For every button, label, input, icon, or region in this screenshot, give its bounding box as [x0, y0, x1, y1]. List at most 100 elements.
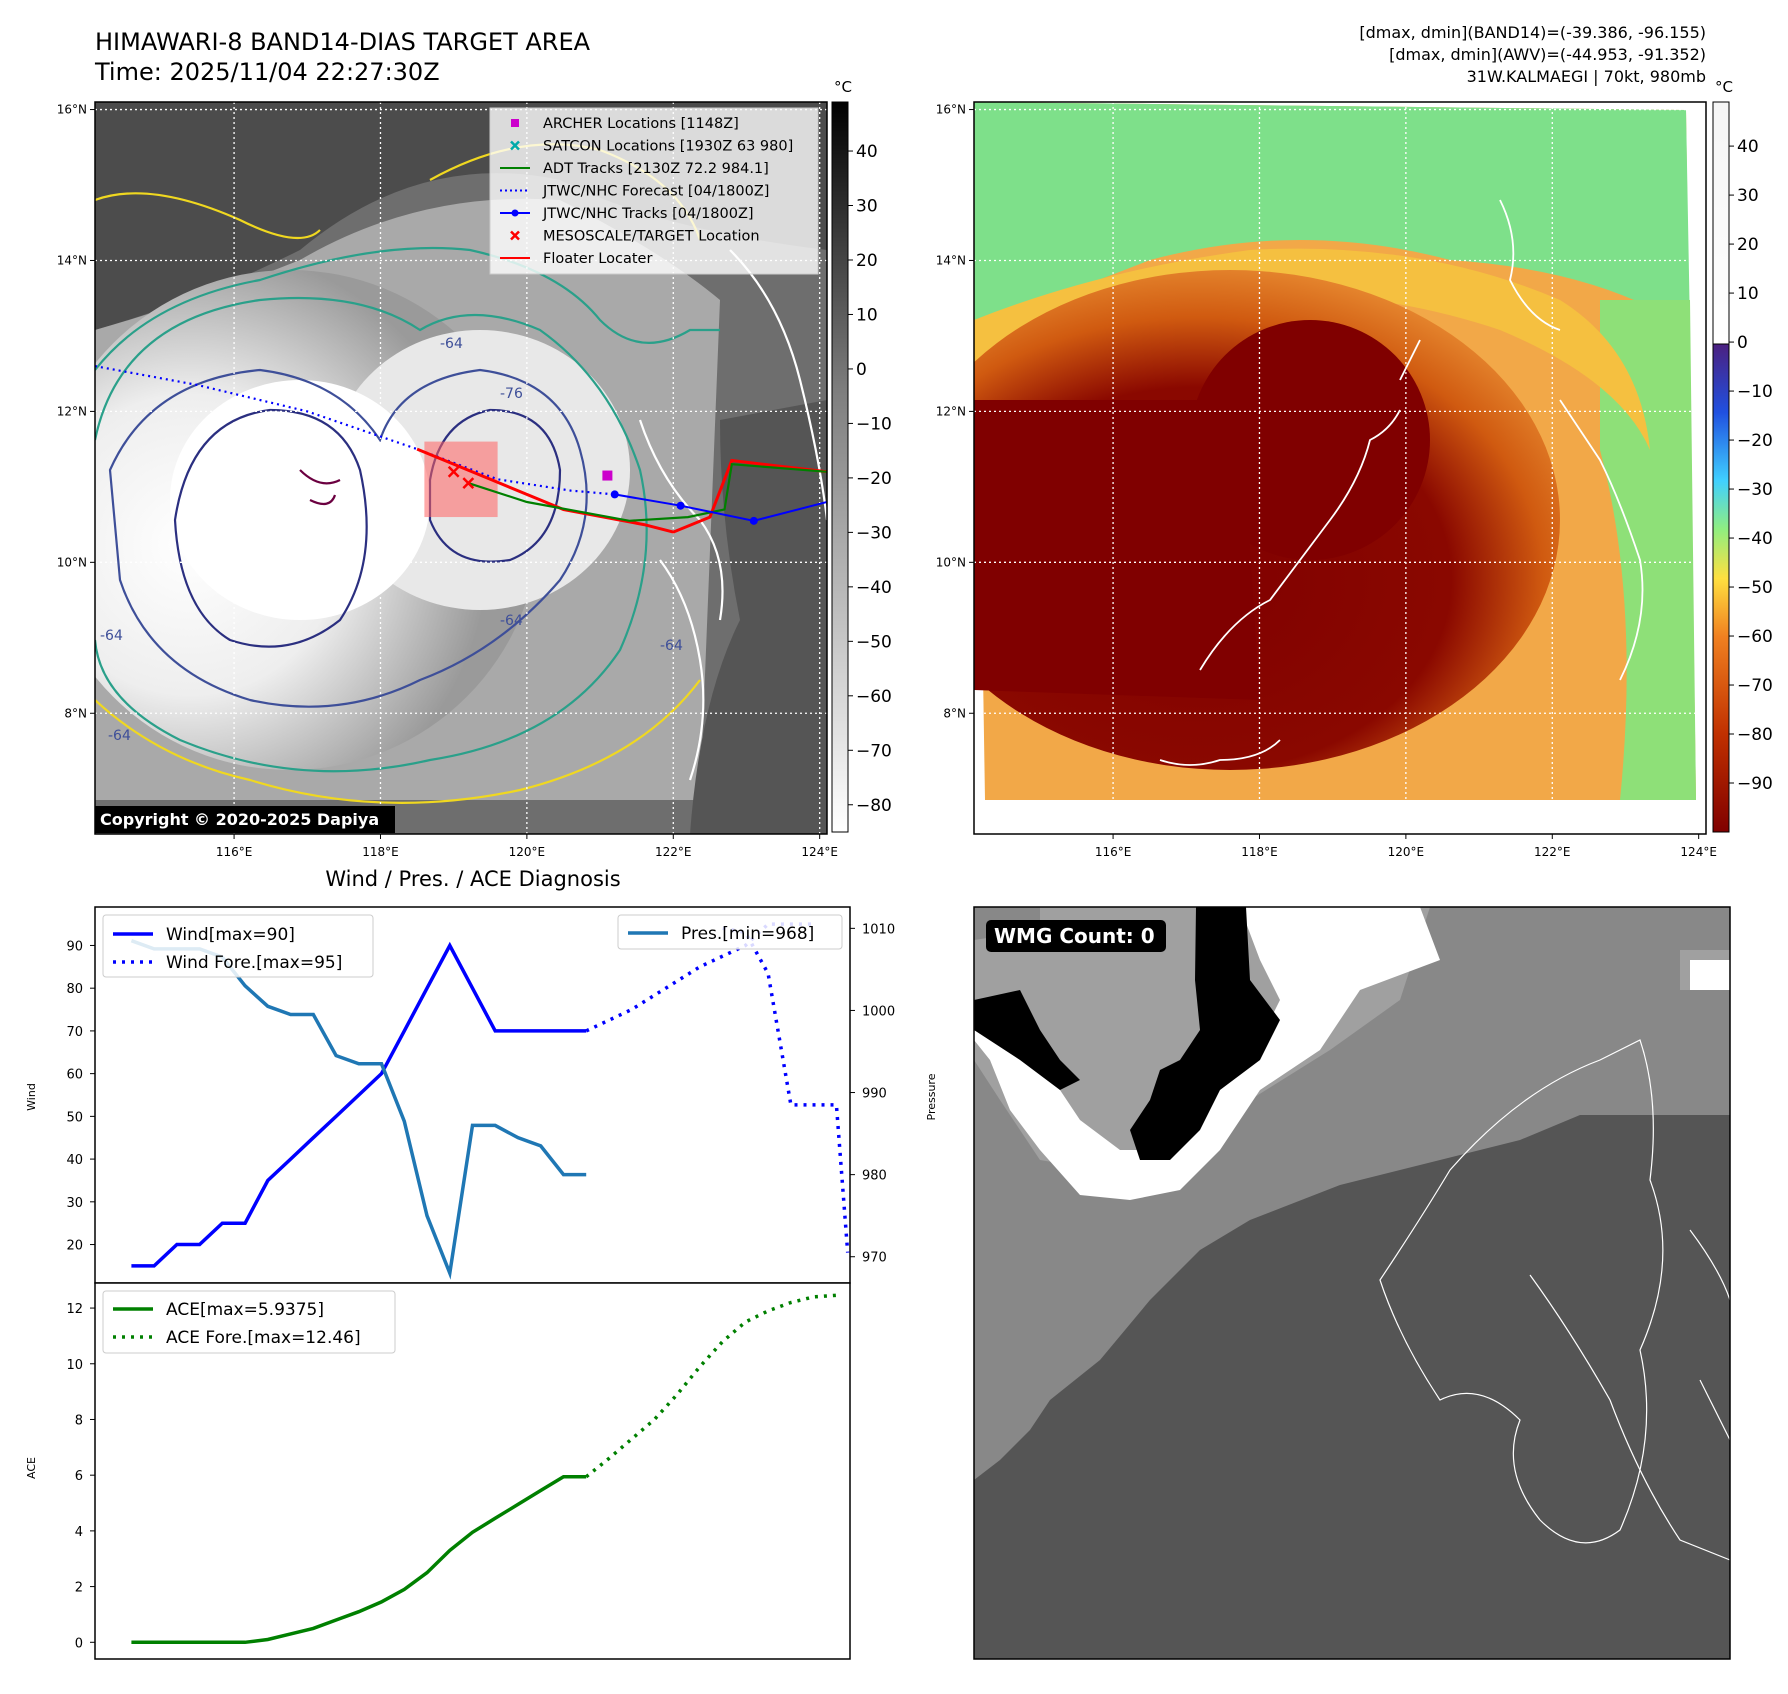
wind-tick-label: 40: [66, 1153, 83, 1168]
ace-legend: ACE[max=5.9375] ACE Fore.[max=12.46]: [102, 1290, 396, 1354]
colorbar_left-tick-label: 0: [856, 360, 867, 380]
pressure-legend: Pres.[min=968]: [617, 914, 843, 950]
legend-label: ADT Tracks [2130Z 72.2 984.1]: [543, 161, 769, 177]
ace-tick-label: 2: [75, 1581, 83, 1596]
ir-map-ticks: 16°N 14°N 12°N 10°N 8°N 116°E 118°E 120°E 122°E 1…: [57, 103, 838, 859]
wmg-white-band: [974, 907, 1440, 1200]
contour-label-5: -64: [100, 628, 123, 644]
diagnosis-title: Wind / Pres. / ACE Diagnosis: [325, 867, 620, 891]
ace-tick-label: 8: [75, 1413, 83, 1428]
colorbar_right-tick-label: 40: [1737, 137, 1759, 157]
contour-label-6: -64: [108, 728, 131, 744]
colorbar_left-tick-label: −80: [856, 796, 892, 816]
stats-awv: [dmax, dmin](AWV)=(-44.953, -91.352): [1389, 45, 1706, 64]
awv-coastlines: [1159, 199, 1644, 766]
ir-lat-label: 8°N: [64, 706, 87, 720]
awv-map: [974, 102, 1706, 834]
awv-lon-label: 120°E: [1388, 845, 1425, 859]
ir-lat-label: 10°N: [57, 555, 87, 569]
wind-tick-label: 80: [66, 982, 83, 997]
colorbar_left-tick-label: −60: [856, 687, 892, 707]
awv-colorbar: °C 40 30 20 10 0 −10 −20 −30 −40 −50 −60 −70 −80 −90: [1712, 78, 1773, 833]
awv-lat-label: 16°N: [936, 103, 966, 117]
wind-series-line: [131, 941, 587, 1268]
colorbar_left-tick-label: −70: [856, 741, 892, 761]
awv-colorbar-top: [1712, 101, 1730, 345]
ir-lat-label: 14°N: [57, 253, 87, 267]
ir-gridlines: [95, 102, 827, 834]
colorbar_right-tick-label: −70: [1737, 676, 1773, 696]
pressure-tick-label: 970: [862, 1251, 887, 1266]
awv-colorbar-unit: °C: [1715, 78, 1733, 96]
wind-chart-ticks: 90 80 70 60 50 40 30 20 1010 1000 990 980 970: [66, 922, 895, 1265]
awv-lon-label: 118°E: [1241, 845, 1278, 859]
colorbar_right-tick-label: −80: [1737, 725, 1773, 745]
colorbar_right-tick-label: 0: [1737, 333, 1748, 353]
awv-lat-label: 14°N: [936, 253, 966, 267]
awv-green-east: [1600, 300, 1696, 800]
ace-axis-label: ACE: [25, 1457, 38, 1479]
ir-lat-label: 12°N: [57, 404, 87, 418]
awv-map-frame: [973, 101, 1707, 835]
ir-lon-label: 120°E: [509, 845, 546, 859]
ace-forecast-line: [585, 1293, 837, 1479]
wind-tick-label: 30: [66, 1196, 83, 1211]
colorbar_right-tick-label: −30: [1737, 480, 1773, 500]
ir-contours: [95, 143, 827, 804]
wind-tick-label: 60: [66, 1068, 83, 1083]
legend-label: ARCHER Locations [1148Z]: [543, 116, 739, 132]
wind-legend: Wind[max=90] Wind Fore.[max=95]: [102, 914, 374, 978]
colorbar_right-tick-label: −40: [1737, 529, 1773, 549]
colorbar_right-tick-label: 20: [1737, 235, 1759, 255]
ir-lon-label: 118°E: [362, 845, 399, 859]
ir-colorbar: °C 40 30 20 10 0 −10 −20 −30 −40 −50 −60 −70 −80: [831, 78, 892, 833]
colorbar_right-tick-label: −90: [1737, 774, 1773, 794]
jtwc-track-line: [614, 493, 827, 522]
colorbar_right-tick-label: 30: [1737, 186, 1759, 206]
legend-symbol-archer: [511, 119, 519, 127]
wmg-frame: [973, 906, 1731, 1660]
colorbar_right-tick-label: −50: [1737, 578, 1773, 598]
jtwc-track-point: [676, 501, 685, 510]
colorbar_left-tick-label: 10: [856, 305, 878, 325]
wind-legend-box: [102, 914, 374, 978]
wind-tick-label: 20: [66, 1239, 83, 1254]
stats-band14: [dmax, dmin](BAND14)=(-39.386, -96.155): [1359, 23, 1706, 42]
awv-lat-label: 12°N: [936, 404, 966, 418]
awv-core-central: [1190, 320, 1430, 560]
legend-label: SATCON Locations [1930Z 63 980]: [543, 139, 793, 155]
awv-lon-label: 116°E: [1095, 845, 1132, 859]
wind-fore-legend-label: Wind Fore.[max=95]: [166, 953, 342, 973]
wmg-white-patch: [1690, 960, 1730, 990]
colorbar_left-tick-label: 20: [856, 251, 878, 271]
ace-series-line: [131, 1475, 587, 1645]
contour-label-4: -64: [660, 638, 683, 654]
ir-map-frame: [94, 101, 828, 835]
colorbar_left-tick-label: −30: [856, 523, 892, 543]
wmg-coastlines: [1379, 1039, 1730, 1561]
ace-tick-label: 6: [75, 1469, 83, 1484]
pressure-legend-label: Pres.[min=968]: [681, 924, 814, 944]
archer-point: [602, 470, 613, 481]
pressure-tick-label: 1010: [862, 922, 895, 937]
adt-track-line: [467, 463, 827, 522]
colorbar_left-tick-label: −10: [856, 414, 892, 434]
ace-chart-ticks: 12 10 8 6 4 2 0: [66, 1302, 95, 1651]
wmg-count-badge: [986, 920, 1166, 952]
copyright-box: [95, 806, 395, 833]
ir-lon-label: 124°E: [801, 845, 838, 859]
ace-chart-series: [131, 1293, 837, 1645]
ace-tick-label: 10: [66, 1358, 83, 1373]
legend-symbol-x: [510, 230, 520, 241]
colorbar_right-tick-label: −60: [1737, 627, 1773, 647]
colorbar_left-tick-label: −50: [856, 632, 892, 652]
ir-colorbar-unit: °C: [834, 78, 852, 96]
ace-tick-label: 4: [75, 1525, 83, 1540]
ace-legend-label: ACE[max=5.9375]: [166, 1300, 324, 1320]
map-legend: ARCHER Locations [1148Z] SATCON Locations…: [489, 107, 819, 275]
colorbar_right-tick-label: −20: [1737, 431, 1773, 451]
colorbar_left-tick-label: −20: [856, 469, 892, 489]
ace-tick-label: 0: [75, 1636, 83, 1651]
